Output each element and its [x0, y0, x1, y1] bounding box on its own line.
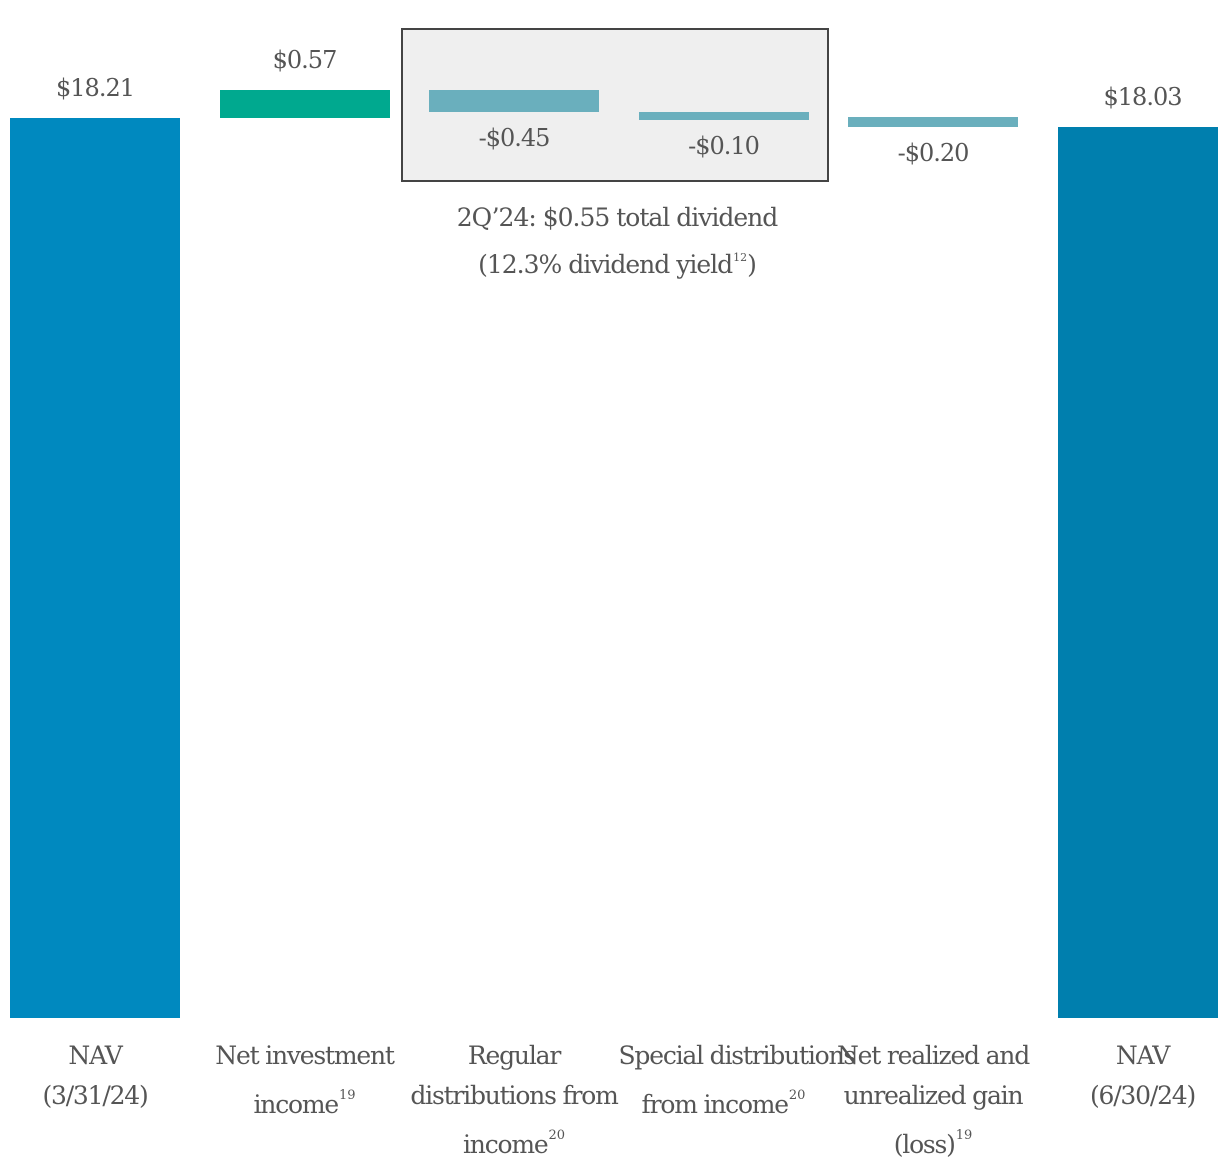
value-label-4: -$0.20	[898, 139, 969, 167]
category-label-3-line-0: Special distributions	[619, 1036, 829, 1076]
category-label-2-line-1: distributions from	[409, 1076, 619, 1116]
category-label-4-line-0: Net realized and	[828, 1036, 1038, 1076]
value-label-5: $18.03	[1104, 83, 1182, 111]
dividend-yield-close: )	[747, 250, 756, 279]
bar-4	[848, 117, 1018, 127]
bar-5	[1058, 127, 1218, 1018]
category-label-5-line-1: (6/30/24)	[1038, 1076, 1218, 1116]
category-footnote-3: 20	[789, 1088, 806, 1103]
bar-3	[639, 112, 809, 120]
category-label-2-line-2: income20	[409, 1116, 619, 1165]
dividend-yield-text: (12.3% dividend yield	[478, 250, 732, 279]
dividend-yield-footnote: 12	[733, 251, 747, 264]
category-label-4-line-1: unrealized gain	[828, 1076, 1038, 1116]
bar-0	[10, 118, 180, 1018]
category-label-2-line-0: Regular	[409, 1036, 619, 1076]
category-label-0-line-1: (3/31/24)	[0, 1076, 200, 1116]
dividend-annotation-line2: (12.3% dividend yield12)	[457, 238, 778, 285]
category-label-5: NAV(6/30/24)	[1038, 1036, 1218, 1116]
category-label-5-line-0: NAV	[1038, 1036, 1218, 1076]
value-label-1: $0.57	[273, 46, 337, 74]
bar-2	[429, 90, 599, 112]
category-footnote-1: 19	[339, 1088, 356, 1103]
value-label-3: -$0.10	[688, 132, 759, 160]
category-footnote-4: 19	[956, 1128, 973, 1143]
dividend-annotation: 2Q’24: $0.55 total dividend (12.3% divid…	[457, 198, 778, 285]
value-label-2: -$0.45	[479, 124, 550, 152]
value-label-0: $18.21	[56, 74, 134, 102]
dividend-annotation-line1: 2Q’24: $0.55 total dividend	[457, 198, 778, 238]
category-label-1-line-1: income19	[200, 1076, 410, 1125]
category-label-4-line-2: (loss)19	[828, 1116, 1038, 1165]
category-label-1-line-0: Net investment	[200, 1036, 410, 1076]
category-label-3-line-1: from income20	[619, 1076, 829, 1125]
category-footnote-2: 20	[548, 1128, 565, 1143]
bar-1	[220, 90, 390, 118]
category-label-0: NAV(3/31/24)	[0, 1036, 200, 1116]
category-label-0-line-0: NAV	[0, 1036, 200, 1076]
